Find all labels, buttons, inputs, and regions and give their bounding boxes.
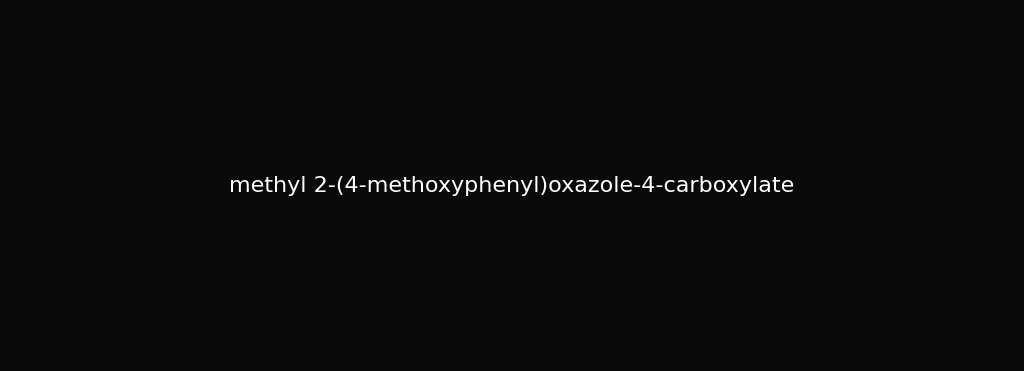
Text: methyl 2-(4-methoxyphenyl)oxazole-4-carboxylate: methyl 2-(4-methoxyphenyl)oxazole-4-carb… — [229, 175, 795, 196]
